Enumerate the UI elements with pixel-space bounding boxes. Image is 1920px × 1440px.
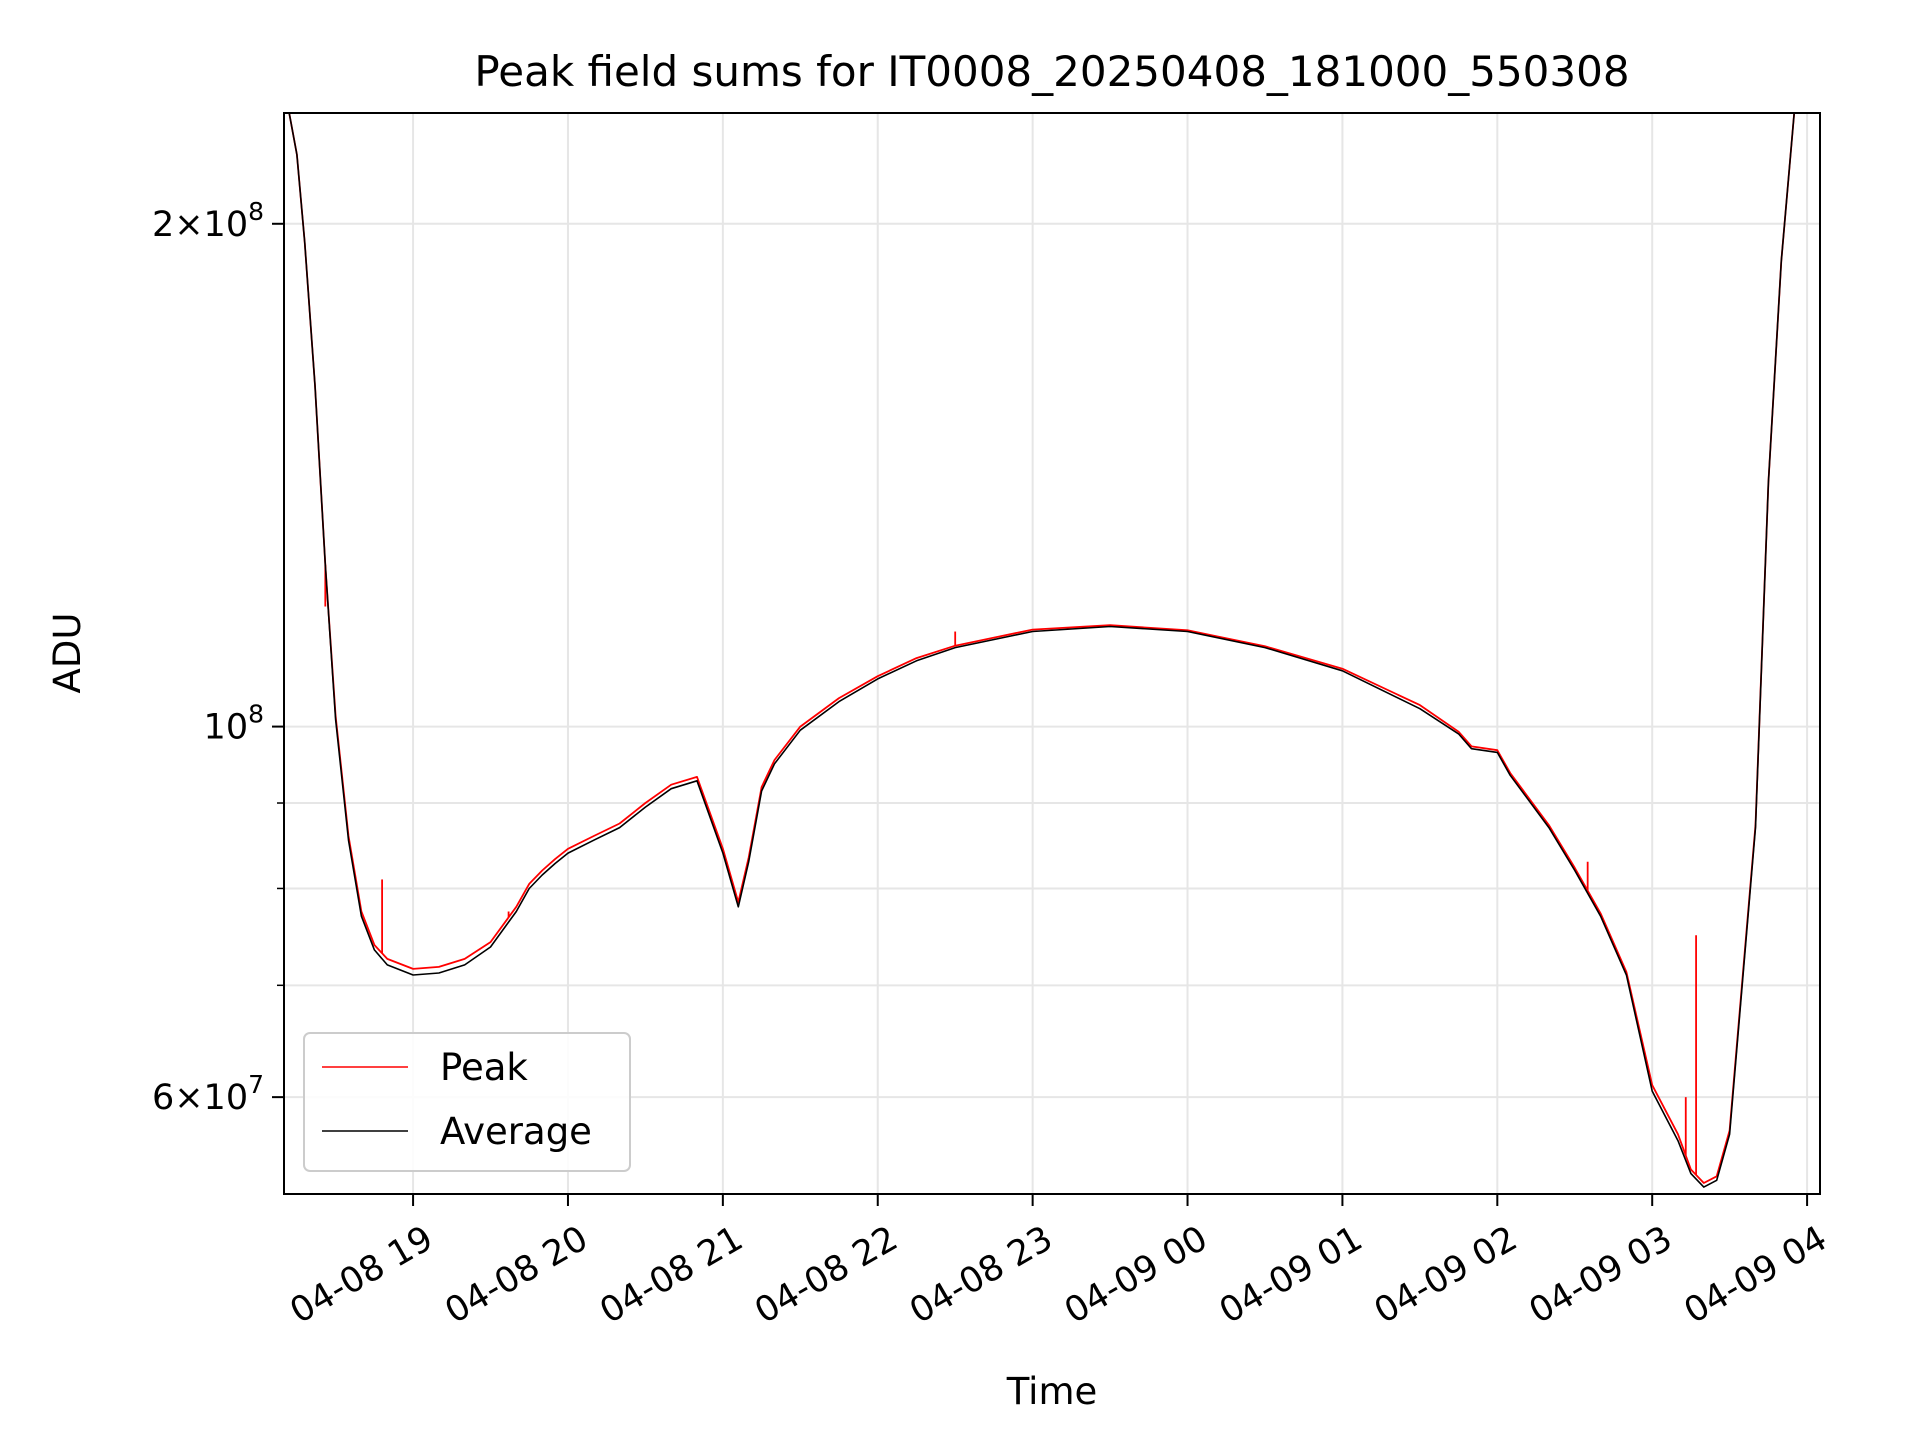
chart-title: Peak field sums for IT0008_20250408_1810… (474, 47, 1629, 96)
legend: Peak Average (303, 1032, 631, 1172)
series-line-average (288, 113, 1795, 1188)
y-axis: 6×107 108 2×108 (152, 197, 284, 1118)
x-axis-label: Time (1006, 1370, 1098, 1413)
series-layer (288, 113, 1796, 1188)
series-line-peak (288, 113, 1796, 1184)
plot-frame (283, 112, 1821, 1195)
y-tick-label: 6×107 (152, 1070, 264, 1118)
legend-peak-label: Peak (440, 1046, 528, 1089)
legend-average-label: Average (440, 1110, 592, 1153)
y-tick-label: 2×108 (152, 197, 264, 245)
y-axis-label: ADU (46, 613, 89, 694)
y-tick-label: 108 (204, 700, 264, 748)
